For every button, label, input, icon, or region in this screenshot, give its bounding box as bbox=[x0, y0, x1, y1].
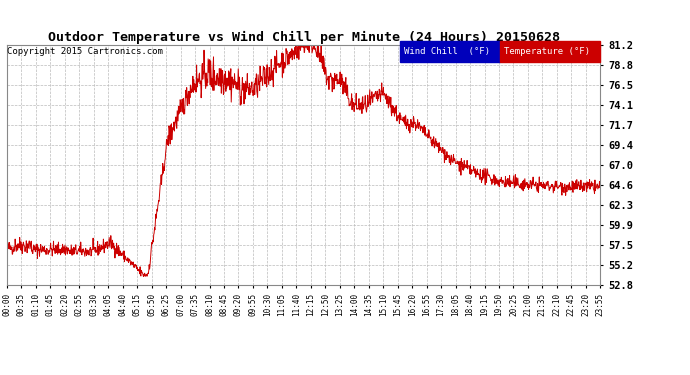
Text: Temperature (°F): Temperature (°F) bbox=[504, 47, 590, 56]
Text: Wind Chill  (°F): Wind Chill (°F) bbox=[404, 47, 490, 56]
Title: Outdoor Temperature vs Wind Chill per Minute (24 Hours) 20150628: Outdoor Temperature vs Wind Chill per Mi… bbox=[48, 31, 560, 44]
Text: Copyright 2015 Cartronics.com: Copyright 2015 Cartronics.com bbox=[7, 47, 163, 56]
